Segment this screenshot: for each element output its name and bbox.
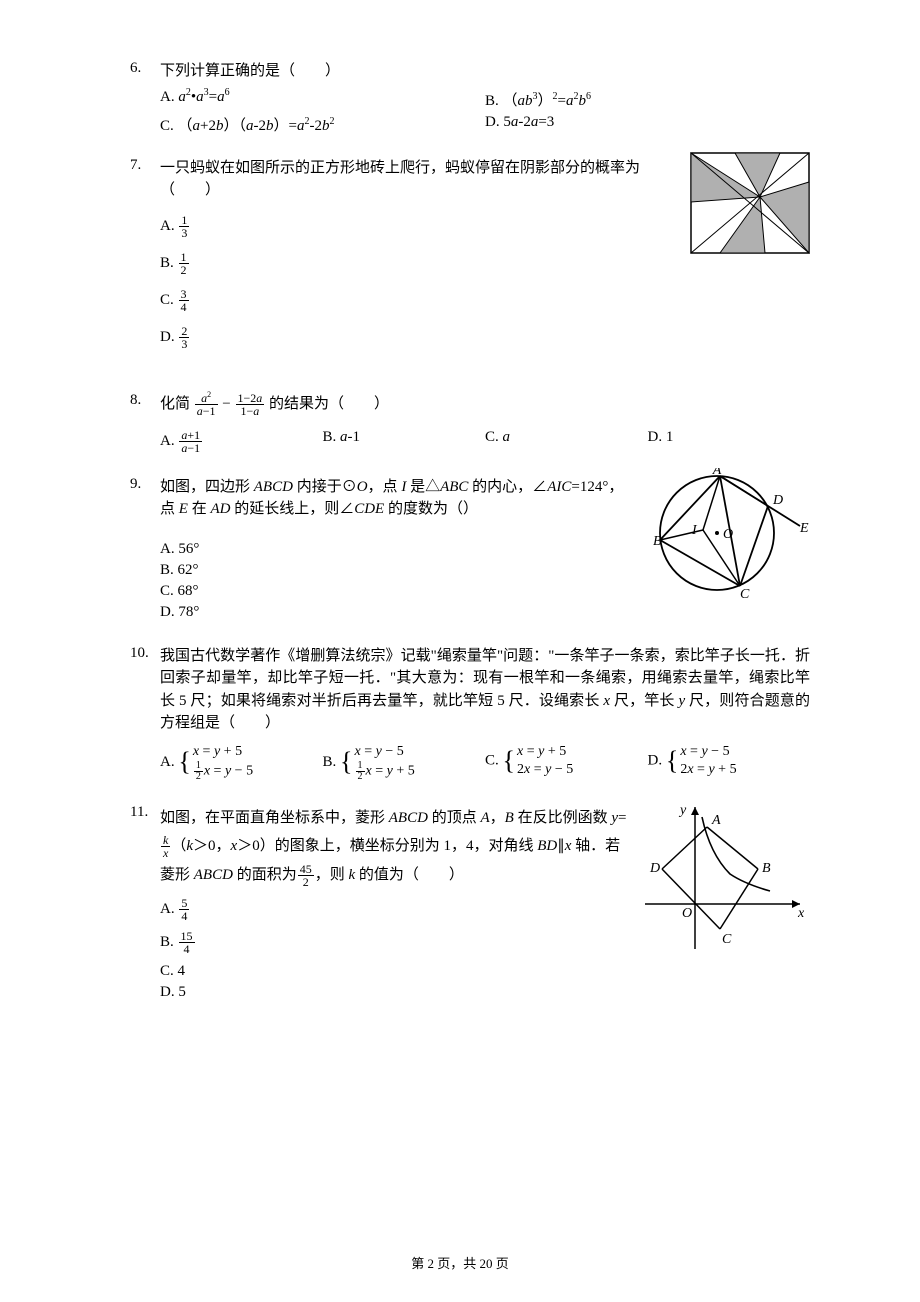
question-11: 11. 如图，在平面直角坐标系中，菱形 ABCD 的顶点 A，B 在反比例函数 … xyxy=(130,804,810,1006)
question-text: 下列计算正确的是（ ） xyxy=(160,60,810,83)
question-text: 化简 a2a−1 − 1−2a1−a 的结果为（ ） xyxy=(160,392,810,417)
option-b: B. （ab3）2=a2b6 xyxy=(485,87,810,112)
svg-text:x: x xyxy=(797,906,805,921)
page-footer: 第 2 页，共 20 页 xyxy=(0,1253,920,1272)
svg-text:A: A xyxy=(711,813,721,828)
option-c: C. 4 xyxy=(160,963,810,980)
question-number: 8. xyxy=(130,392,160,409)
option-c: C. a xyxy=(485,427,648,456)
option-d: D. 78° xyxy=(160,604,810,621)
svg-text:y: y xyxy=(678,803,687,818)
option-a: A. a2•a3=a6 xyxy=(160,87,485,112)
option-a: A. {x = y + 512x = y − 5 xyxy=(160,741,323,784)
options: A. {x = y + 512x = y − 5 B. {x = y − 512… xyxy=(160,741,810,784)
svg-text:C: C xyxy=(740,587,750,598)
question-8: 8. 化简 a2a−1 − 1−2a1−a 的结果为（ ） A. a+1a−1 … xyxy=(130,392,810,456)
svg-text:D: D xyxy=(649,861,660,876)
question-body: 化简 a2a−1 − 1−2a1−a 的结果为（ ） A. a+1a−1 B. … xyxy=(160,392,810,456)
option-d: D. 5 xyxy=(160,984,810,1001)
option-b: B. a-1 xyxy=(323,427,486,456)
question-body: 一只蚂蚁在如图所示的正方形地砖上爬行，蚂蚁停留在阴影部分的概率为（ ） A. 1… xyxy=(160,157,810,362)
figure-circle-inscribed: A B C D E I O xyxy=(645,468,810,598)
question-body: 我国古代数学著作《增删算法统宗》记载"绳索量竿"问题："一条竿子一条索，索比竿子… xyxy=(160,645,810,784)
question-9: 9. 如图，四边形 ABCD 内接于⊙O，点 I 是△ABC 的内心，∠AIC=… xyxy=(130,476,810,625)
svg-text:I: I xyxy=(691,523,698,538)
option-d: D. 1 xyxy=(648,427,811,456)
option-a: A. a+1a−1 xyxy=(160,427,323,456)
option-d: D. 5a-2a=3 xyxy=(485,112,810,137)
option-c: C. （a+2b）（a-2b）=a2-2b2 xyxy=(160,112,485,137)
option-b: B. 12 xyxy=(160,251,810,276)
svg-text:D: D xyxy=(772,493,783,508)
svg-text:B: B xyxy=(653,534,662,549)
svg-text:O: O xyxy=(682,906,692,921)
svg-text:E: E xyxy=(799,521,809,536)
options: A. a+1a−1 B. a-1 C. a D. 1 xyxy=(160,427,810,456)
svg-text:O: O xyxy=(723,527,733,542)
figure-coordinate-rhombus: A B C D O x y xyxy=(640,799,810,959)
question-6: 6. 下列计算正确的是（ ） A. a2•a3=a6 B. （ab3）2=a2b… xyxy=(130,60,810,137)
option-d: D. {x = y − 52x = y + 5 xyxy=(648,741,811,784)
figure-square-tile xyxy=(690,152,810,254)
question-number: 11. xyxy=(130,804,160,821)
question-body: 下列计算正确的是（ ） A. a2•a3=a6 B. （ab3）2=a2b6 C… xyxy=(160,60,810,137)
option-d: D. 23 xyxy=(160,325,810,350)
option-c: C. 34 xyxy=(160,288,810,313)
question-text: 我国古代数学著作《增删算法统宗》记载"绳索量竿"问题："一条竿子一条索，索比竿子… xyxy=(160,645,810,735)
options: A. a2•a3=a6 B. （ab3）2=a2b6 C. （a+2b）（a-2… xyxy=(160,87,810,137)
svg-text:A: A xyxy=(712,468,722,478)
svg-text:B: B xyxy=(762,861,771,876)
question-body: 如图，四边形 ABCD 内接于⊙O，点 I 是△ABC 的内心，∠AIC=124… xyxy=(160,476,810,625)
option-c: C. {x = y + 52x = y − 5 xyxy=(485,741,648,784)
svg-text:C: C xyxy=(722,932,732,947)
question-body: 如图，在平面直角坐标系中，菱形 ABCD 的顶点 A，B 在反比例函数 y=kx… xyxy=(160,804,810,1006)
question-number: 6. xyxy=(130,60,160,77)
question-number: 10. xyxy=(130,645,160,662)
question-7: 7. 一只蚂蚁在如图所示的正方形地砖上爬行，蚂蚁停留在阴影部分的概率为（ ） A… xyxy=(130,157,810,362)
question-number: 7. xyxy=(130,157,160,174)
option-b: B. {x = y − 512x = y + 5 xyxy=(323,741,486,784)
question-10: 10. 我国古代数学著作《增删算法统宗》记载"绳索量竿"问题："一条竿子一条索，… xyxy=(130,645,810,784)
question-number: 9. xyxy=(130,476,160,493)
